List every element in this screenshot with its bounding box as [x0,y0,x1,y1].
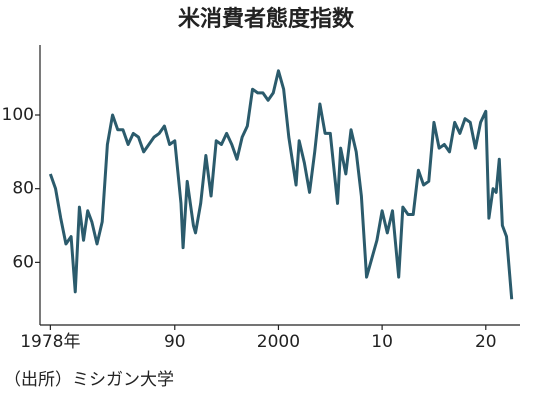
chart-title: 米消費者態度指数 [178,6,355,32]
x-tick-label: 10 [371,332,393,352]
y-tick-label: 60 [12,252,34,272]
data-line [48,69,514,300]
y-tick-label: 80 [12,179,34,199]
y-tick-label: 100 [2,105,34,125]
source-note: （出所）ミシガン大学 [4,370,174,390]
x-tick-label: 90 [164,332,186,352]
x-tick-label: 2000 [257,332,300,352]
x-tick-label: 1978年 [20,332,80,352]
x-tick-label: 20 [475,332,497,352]
